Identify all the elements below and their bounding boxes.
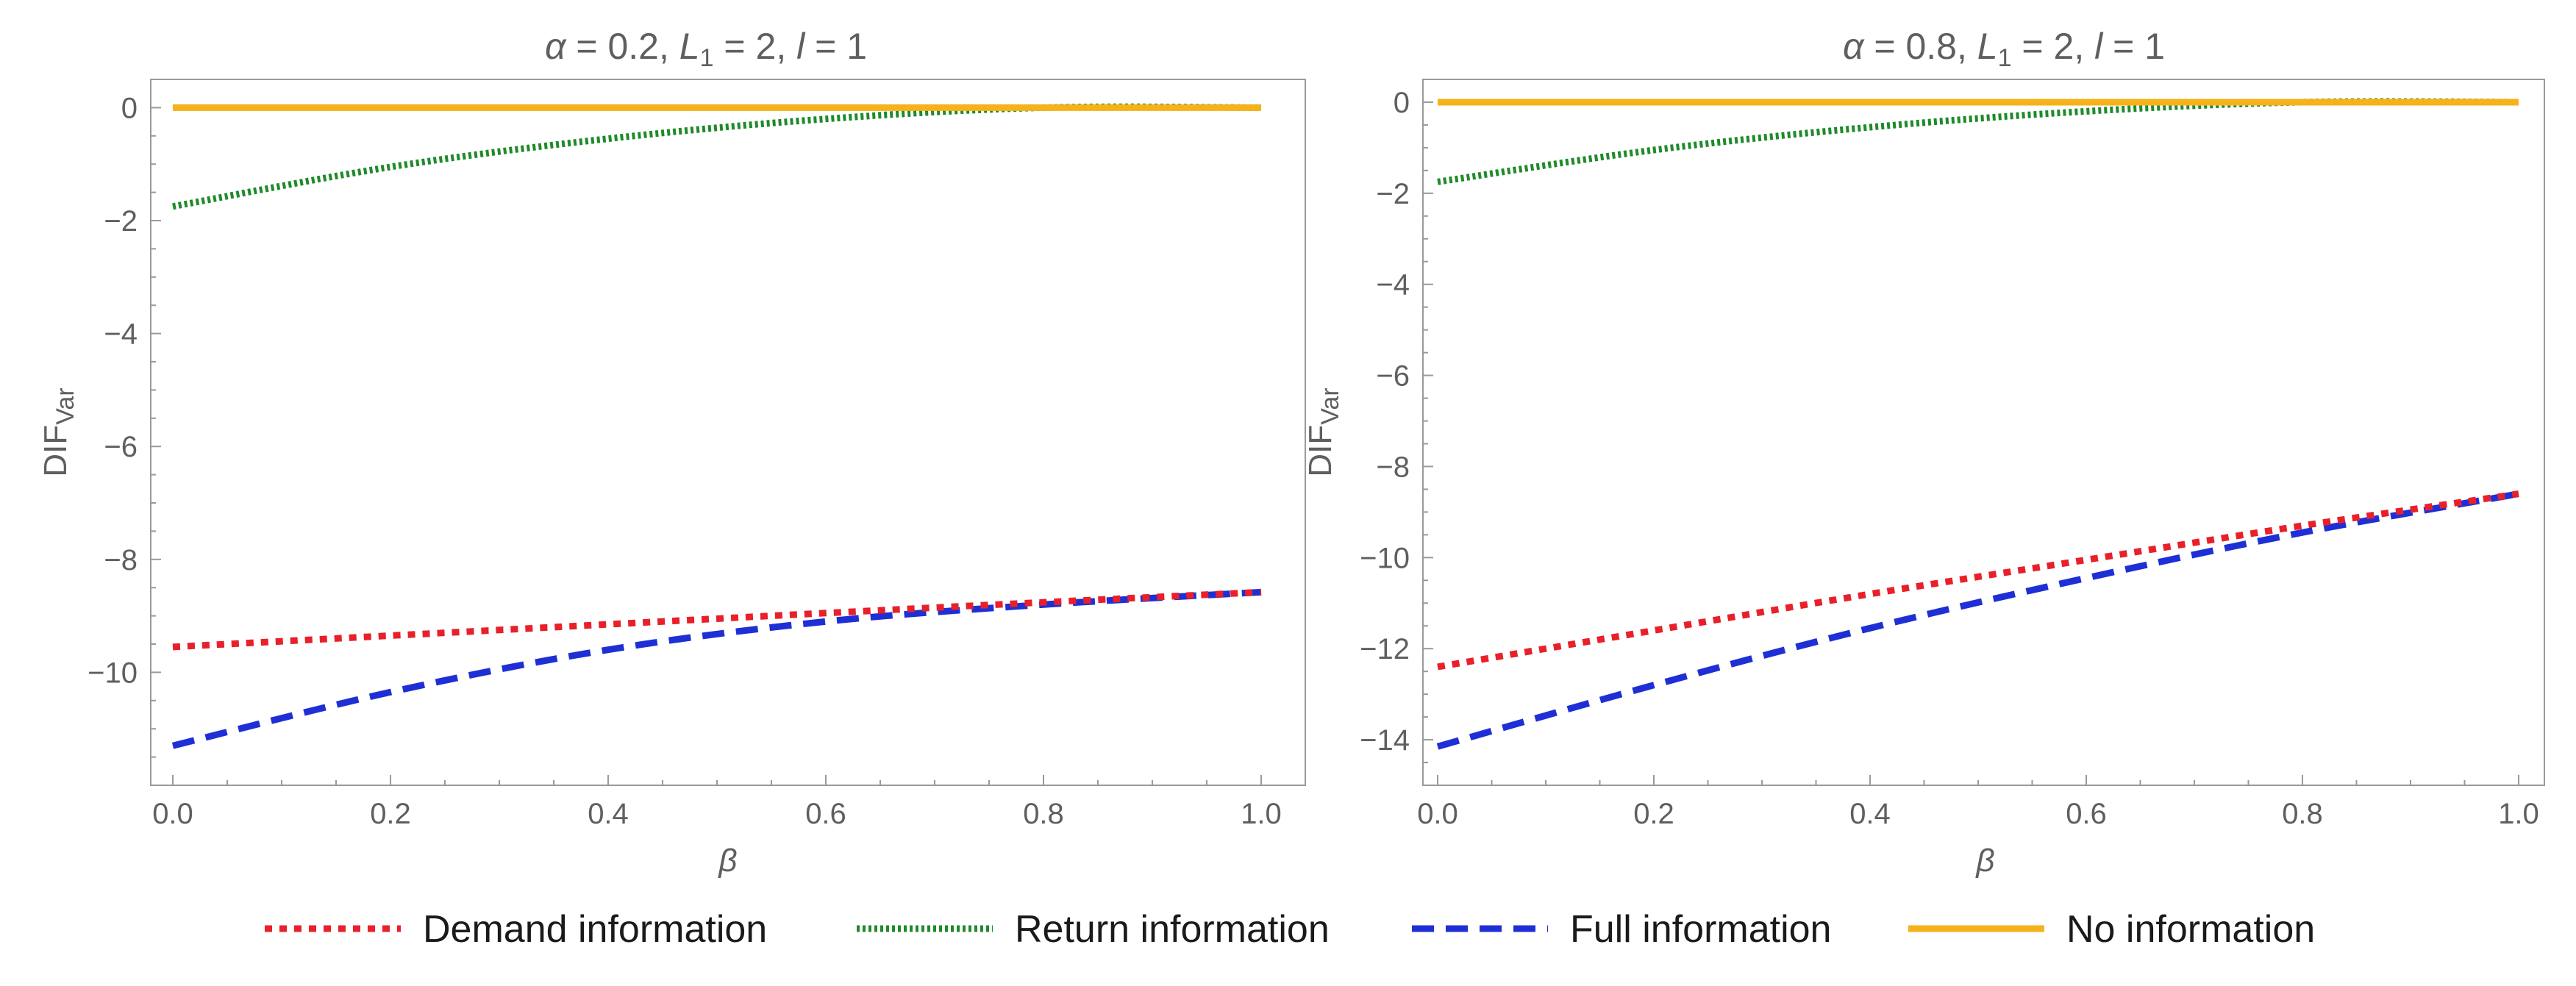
legend-label-full: Full information <box>1570 908 1831 951</box>
panel-right-yticks: 0 −2 −4 −6 −8 −10 −12 −14 <box>1360 87 1433 786</box>
panel-left-series <box>171 103 1262 749</box>
y-tick-label: −6 <box>1376 360 1410 393</box>
panel-right-xticks: 0.0 0.2 0.4 0.6 0.8 1.0 <box>1417 775 2539 830</box>
series-line-full <box>171 588 1262 749</box>
panel-left-xlabel: β <box>717 843 737 879</box>
legend-item-full: Full information <box>1412 908 1831 951</box>
legend-item-return: Return information <box>857 908 1330 951</box>
panel-right-title: α = 0.8, L1 = 2, l = 1 <box>1843 26 2165 72</box>
series-line-demand <box>172 588 1262 651</box>
x-tick-label: 0.2 <box>1633 798 1674 830</box>
y-tick-label: −10 <box>1360 542 1410 574</box>
y-tick-label: −4 <box>104 318 138 351</box>
legend-label-demand: Demand information <box>423 908 767 951</box>
panel-right-ylabel: DIFVar <box>1302 387 1344 476</box>
series-line-demand <box>1437 490 2519 671</box>
y-tick-label: −8 <box>104 544 138 576</box>
x-tick-label: 1.0 <box>2498 798 2539 830</box>
panel-right-xlabel: β <box>1974 843 1994 879</box>
x-tick-label: 1.0 <box>1241 798 1282 830</box>
y-tick-label: −10 <box>88 657 138 689</box>
x-tick-label: 0.0 <box>152 798 193 830</box>
series-line-full <box>1436 490 2519 750</box>
x-tick-label: 0.4 <box>588 798 629 830</box>
panel-left-ylabel: DIFVar <box>38 387 79 476</box>
panel-right-series <box>1436 98 2519 750</box>
x-tick-label: 0.8 <box>2282 798 2323 830</box>
y-tick-label: −2 <box>104 205 138 237</box>
legend-item-demand: Demand information <box>265 908 767 951</box>
y-tick-label: −6 <box>104 431 138 463</box>
series-line-return <box>172 103 1262 210</box>
y-tick-label: −14 <box>1360 724 1410 757</box>
y-tick-label: −12 <box>1360 633 1410 665</box>
panel-left-title: α = 0.2, L1 = 2, l = 1 <box>545 26 867 72</box>
y-tick-label: −4 <box>1376 269 1410 301</box>
x-tick-label: 0.6 <box>2066 798 2107 830</box>
legend-label-none: No information <box>2066 908 2315 951</box>
x-tick-label: 0.0 <box>1417 798 1458 830</box>
panel-left-plot-frame <box>150 79 1306 786</box>
legend-label-return: Return information <box>1015 908 1330 951</box>
panel-left-xticks: 0.0 0.2 0.4 0.6 0.8 1.0 <box>152 775 1282 830</box>
y-tick-label: 0 <box>121 92 138 124</box>
x-tick-label: 0.4 <box>1849 798 1891 830</box>
y-tick-label: −8 <box>1376 451 1410 483</box>
x-tick-label: 0.6 <box>805 798 846 830</box>
legend: Demand information Return information Fu… <box>265 908 2315 951</box>
x-tick-label: 0.8 <box>1023 798 1064 830</box>
panel-right-plot-frame <box>1422 79 2545 786</box>
panel-left: α = 0.2, L1 = 2, l = 1 0.0 0.2 0.4 0.6 0.8 1.… <box>38 26 1306 879</box>
legend-item-none: No information <box>1908 908 2315 951</box>
panel-right: α = 0.8, L1 = 2, l = 1 0.0 0.2 0.4 0.6 0.8 1.… <box>1302 26 2545 879</box>
y-tick-label: −2 <box>1376 178 1410 210</box>
x-tick-label: 0.2 <box>370 798 411 830</box>
y-tick-label: 0 <box>1394 87 1410 119</box>
series-line-return <box>1437 98 2519 185</box>
panel-left-yticks: 0 −2 −4 −6 −8 −10 <box>88 92 161 758</box>
